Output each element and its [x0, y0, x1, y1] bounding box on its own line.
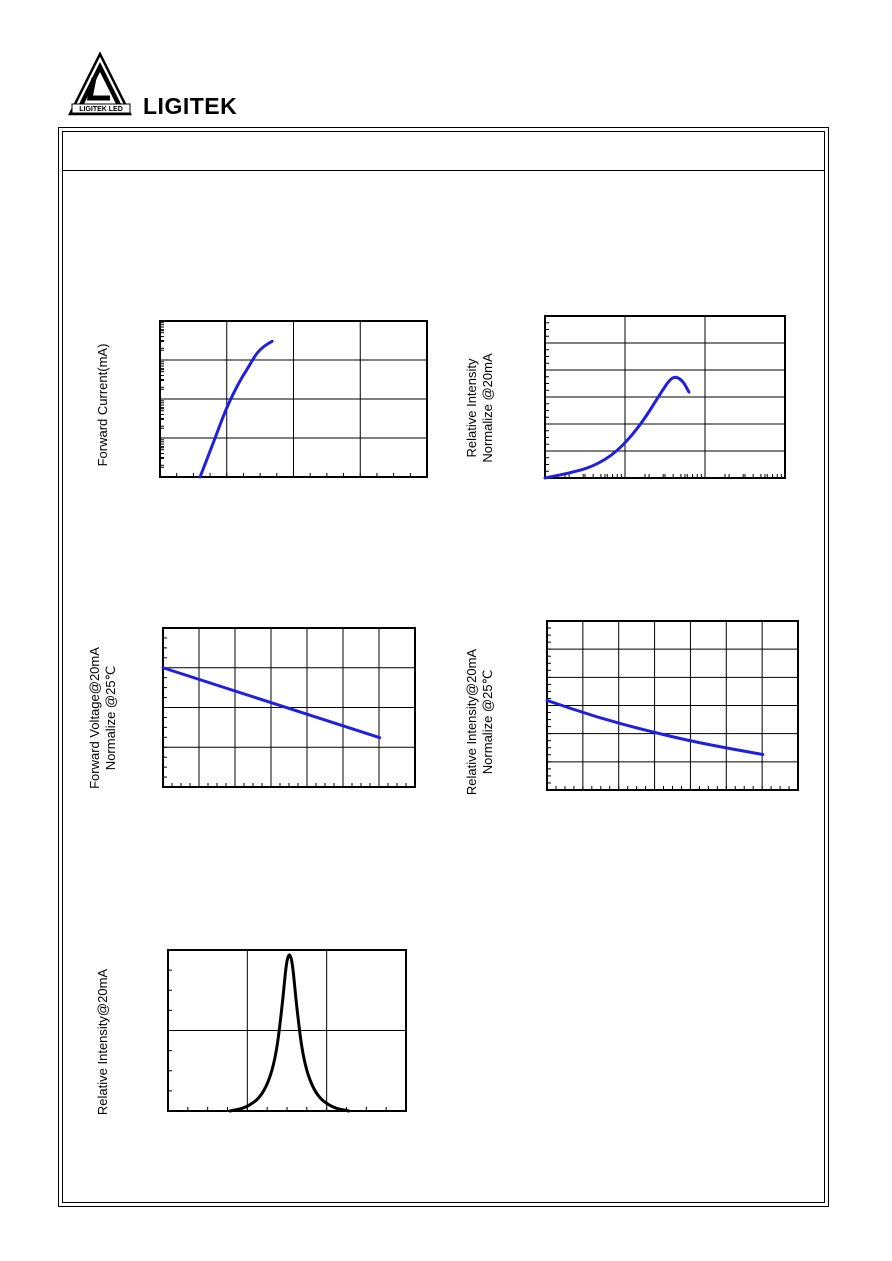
ylabel-line-1: Relative Intensity	[464, 358, 479, 458]
forward-voltage-ylabel: Forward Voltage@20mA Normalize @25℃	[87, 647, 119, 789]
page-frame	[58, 127, 829, 1207]
ylabel-line-2: Normalize @25℃	[480, 669, 495, 775]
series-line	[545, 698, 765, 757]
ylabel-line-2: Normalize @25℃	[103, 665, 118, 771]
page-frame-inner	[62, 131, 825, 1203]
header-rule	[63, 170, 824, 171]
plot-frame	[162, 627, 416, 788]
plot-frame	[159, 320, 428, 478]
forward-current-ylabel: Forward Current(mA)	[95, 344, 111, 467]
spectral-ylabel: Relative Intensity@20mA	[95, 969, 111, 1115]
brand-name: LIGITEK	[143, 93, 238, 119]
ylabel-line-2: Normalize @20mA	[480, 353, 495, 463]
series-line	[198, 339, 274, 479]
plot-frame	[167, 949, 407, 1112]
relative-intensity-temp-ylabel: Relative Intensity@20mA Normalize @25℃	[464, 649, 496, 795]
chart-relative-intensity-vs-current	[543, 315, 786, 480]
ylabel-line-1: Relative Intensity@20mA	[95, 968, 110, 1116]
chart-relative-intensity-vs-temp	[545, 620, 799, 791]
relative-intensity-ylabel: Relative Intensity Normalize @20mA	[464, 353, 496, 462]
series-line	[543, 375, 691, 480]
ylabel-line-1: Relative Intensity@20mA	[464, 648, 479, 796]
chart-spectral-distribution	[167, 949, 407, 1113]
ylabel-line-1: Forward Current(mA)	[95, 343, 110, 467]
ligitek-logo: LIGITEK LED	[67, 52, 133, 116]
series-line	[228, 953, 351, 1113]
chart-forward-current	[159, 320, 428, 479]
plot-frame	[544, 315, 786, 479]
chart-forward-voltage-vs-temp	[161, 627, 416, 788]
plot-frame	[546, 620, 799, 791]
ylabel-line-1: Forward Voltage@20mA	[87, 647, 102, 789]
series-line	[161, 666, 382, 740]
logo-text: LIGITEK LED	[79, 106, 123, 113]
